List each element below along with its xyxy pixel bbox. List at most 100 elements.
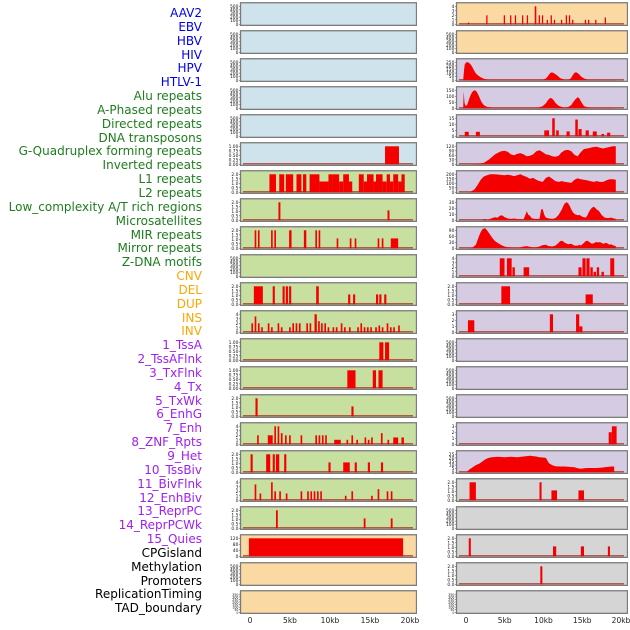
y-tick-label: 500: [230, 4, 239, 10]
y-tick-label: 300: [446, 39, 455, 45]
track-panel-g-quadruplex-forming-repeats: 2.01.51.00.50.0: [231, 282, 417, 307]
y-tick-label: 0.0: [231, 526, 238, 531]
y-tick-label: 1.0: [231, 517, 238, 523]
y-tick-label: 250: [448, 598, 454, 602]
y-tick-label: 0.0: [231, 190, 238, 195]
track-panel-z-dna-motifs: 2.01.51.00.50.0: [231, 506, 417, 531]
y-tick-label: 100: [230, 102, 239, 108]
y-tick-label: 500: [230, 564, 239, 570]
y-tick-label: 0: [236, 442, 239, 447]
y-tick-label: 300: [446, 347, 455, 353]
track-label-l2-repeats: L2 repeats: [138, 185, 203, 200]
track-label-methylation: Methylation: [131, 559, 202, 574]
y-tick-label: 500: [230, 32, 239, 38]
y-tick-label: 1.0: [447, 293, 454, 299]
y-tick-label: 500: [230, 60, 239, 66]
y-tick-label: 2.0: [231, 172, 238, 178]
y-tick-label: 200: [230, 575, 239, 581]
y-tick-label: 0: [236, 22, 239, 27]
track-panel-9-het: 2.01.51.00.50.0: [447, 282, 628, 307]
y-tick-label: 0.00: [229, 386, 239, 391]
y-tick-label: 0.0: [231, 414, 238, 419]
track-label-mirror-repeats: Mirror repeats: [117, 241, 202, 256]
y-tick-label: 2: [452, 13, 455, 19]
track-panel-a-phased-repeats: 2.01.51.00.50.0: [231, 198, 417, 223]
y-tick-label: 350: [232, 593, 238, 597]
y-tick-label: 2: [452, 265, 455, 271]
y-tick-label: 1: [236, 437, 239, 443]
y-tick-label: 0: [452, 274, 455, 279]
y-tick-label: 400: [446, 371, 455, 377]
y-tick-label: 100: [446, 94, 455, 100]
y-tick-label: 1: [452, 269, 455, 275]
y-tick-label: 2.0: [231, 284, 238, 290]
y-tick-label: 1.5: [447, 568, 454, 574]
y-tick-label: 0: [236, 50, 239, 55]
y-tick-label: 0: [236, 554, 239, 559]
y-tick-label: 500: [446, 32, 455, 38]
y-tick-label: 0.75: [229, 344, 239, 350]
x-tick-label-right-5kb: 5kb: [497, 616, 512, 625]
track-label-14-reprpcwk: 14_ReprPCWk: [118, 518, 202, 533]
track-label-15-quies: 15_Quies: [146, 532, 202, 547]
track-label-3-txflnk: 3_TxFlnk: [149, 365, 202, 380]
y-tick-label: 400: [446, 399, 455, 405]
y-tick-label: 100: [446, 71, 455, 77]
y-tick-label: 60: [449, 234, 455, 240]
y-tick-label: 120: [230, 536, 239, 542]
x-tick-label-right-20kb: 20kb: [611, 616, 630, 625]
track-panel-htlv-1: 1.000.750.500.250.00: [229, 142, 417, 167]
x-tick-label-right-10kb: 10kb: [534, 616, 553, 625]
y-tick-label: 150: [232, 603, 238, 607]
y-tick-label: 100: [230, 18, 239, 24]
track-panel-l2-repeats: 1.000.750.500.250.00: [229, 366, 417, 391]
y-tick-label: 400: [230, 119, 239, 125]
y-tick-label: 400: [230, 259, 239, 265]
track-panel-replicationtiming: 2.01.51.00.50.0: [447, 562, 628, 587]
y-tick-label: 1.00: [229, 368, 239, 374]
y-tick-label: 2: [236, 433, 239, 439]
y-tick-label: 4: [452, 4, 455, 10]
y-tick-label: 0.25: [229, 353, 239, 359]
track-label-cnv: CNV: [176, 269, 202, 284]
y-tick-label: 300: [230, 95, 239, 101]
track-label-l1-repeats: L1 repeats: [138, 172, 203, 187]
y-tick-label: 0: [452, 246, 455, 251]
y-tick-label: 350: [448, 593, 454, 597]
y-tick-label: 2.0: [231, 200, 238, 206]
track-label-dna-transposons: DNA transposons: [98, 130, 203, 145]
y-tick-label: 500: [230, 256, 239, 262]
y-tick-label: 1.00: [229, 340, 239, 346]
track-label-dup: DUP: [176, 296, 202, 311]
y-tick-label: 100: [230, 130, 239, 136]
track-label-hiv: HIV: [181, 47, 202, 62]
y-tick-label: 200: [446, 172, 455, 178]
y-tick-label: 0.75: [229, 148, 239, 154]
y-tick-label: 500: [446, 368, 455, 374]
y-tick-label: 1.5: [231, 456, 238, 462]
y-tick-label: 2: [452, 318, 455, 324]
y-tick-label: 0.25: [229, 381, 239, 387]
y-tick-label: 400: [230, 7, 239, 13]
y-tick-label: 400: [230, 567, 239, 573]
y-tick-label: 25: [449, 452, 455, 458]
y-tick-label: 120: [446, 144, 455, 150]
track-label-1-tssa: 1_TssA: [162, 338, 202, 353]
y-tick-label: 1.0: [231, 181, 238, 187]
track-label-a-phased-repeats: A-Phased repeats: [97, 102, 202, 117]
y-tick-label: 1.5: [231, 204, 238, 210]
y-tick-label: 100: [446, 46, 455, 52]
y-tick-label: 300: [230, 39, 239, 45]
y-tick-label: 3: [236, 428, 239, 434]
y-tick-label: 500: [230, 88, 239, 94]
